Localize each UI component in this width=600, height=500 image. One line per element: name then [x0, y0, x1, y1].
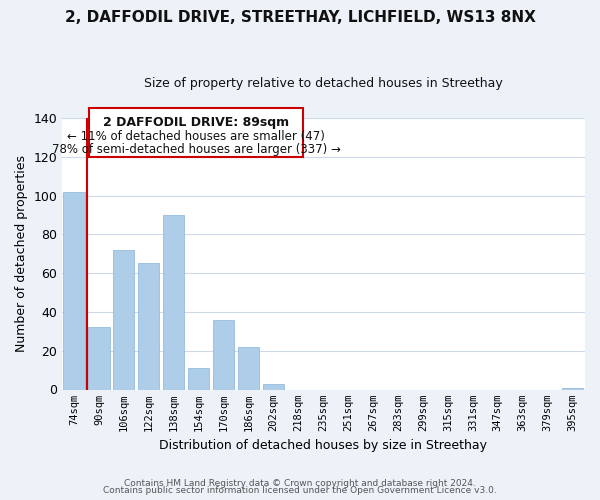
Y-axis label: Number of detached properties: Number of detached properties — [15, 156, 28, 352]
Bar — [562, 388, 583, 390]
Bar — [88, 328, 110, 390]
Title: Size of property relative to detached houses in Streethay: Size of property relative to detached ho… — [144, 78, 503, 90]
Bar — [113, 250, 134, 390]
Text: 2 DAFFODIL DRIVE: 89sqm: 2 DAFFODIL DRIVE: 89sqm — [103, 116, 289, 129]
FancyBboxPatch shape — [89, 108, 304, 157]
Text: 2, DAFFODIL DRIVE, STREETHAY, LICHFIELD, WS13 8NX: 2, DAFFODIL DRIVE, STREETHAY, LICHFIELD,… — [65, 10, 535, 25]
Bar — [163, 215, 184, 390]
Bar — [188, 368, 209, 390]
Bar — [213, 320, 234, 390]
Bar — [263, 384, 284, 390]
Text: 78% of semi-detached houses are larger (337) →: 78% of semi-detached houses are larger (… — [52, 144, 341, 156]
Bar — [138, 264, 160, 390]
Text: Contains HM Land Registry data © Crown copyright and database right 2024.: Contains HM Land Registry data © Crown c… — [124, 478, 476, 488]
Text: Contains public sector information licensed under the Open Government Licence v3: Contains public sector information licen… — [103, 486, 497, 495]
Bar — [238, 347, 259, 390]
X-axis label: Distribution of detached houses by size in Streethay: Distribution of detached houses by size … — [159, 440, 487, 452]
Text: ← 11% of detached houses are smaller (47): ← 11% of detached houses are smaller (47… — [67, 130, 325, 142]
Bar — [64, 192, 85, 390]
